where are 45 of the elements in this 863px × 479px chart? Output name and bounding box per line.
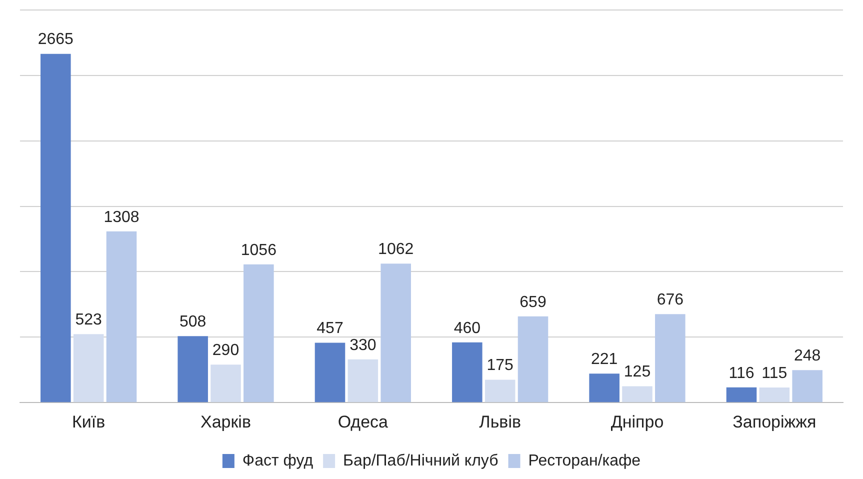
data-label: 523 [75,312,102,329]
data-label: 125 [624,364,651,381]
data-label: 1056 [240,242,277,259]
x-tick-label: Одеса [338,412,389,432]
bar [622,386,652,402]
data-label: 508 [179,314,206,331]
bar [518,316,548,402]
bar [726,387,757,402]
bar [106,231,137,402]
data-label: 1062 [378,241,414,258]
data-label: 175 [486,357,514,374]
data-label: 460 [454,320,481,337]
bar [655,314,686,402]
data-label: 115 [762,364,788,382]
bar [244,264,274,402]
x-tick-label: Запоріжжя [732,412,816,432]
bar [380,264,411,402]
bar [348,359,378,402]
data-label: 221 [590,351,618,368]
data-label: 1308 [104,208,140,226]
bar [178,336,208,402]
x-tick-label: Київ [72,412,106,432]
data-label: 457 [316,320,344,338]
bar [73,334,104,402]
data-label: 659 [520,294,546,311]
bar [314,342,346,402]
data-label: 248 [794,348,821,365]
data-label: 676 [656,292,684,309]
bar [759,388,790,402]
bar [589,374,620,402]
legend-label: Фаст фуд [242,452,314,470]
bar [484,380,516,402]
data-label: 290 [212,342,240,360]
bar [40,54,71,402]
data-label: 330 [350,336,376,354]
x-tick-label: Харків [200,412,251,432]
data-label: 2665 [38,31,74,48]
data-label: 116 [728,364,754,382]
bar [210,364,241,402]
x-tick-label: Львів [479,412,522,432]
bar [452,342,482,402]
bar [792,370,822,402]
legend-label: Бар/Паб/Нічний клуб [343,452,498,470]
x-tick-label: Дніпро [610,412,664,432]
legend-label: Ресторан/кафе [528,452,641,470]
